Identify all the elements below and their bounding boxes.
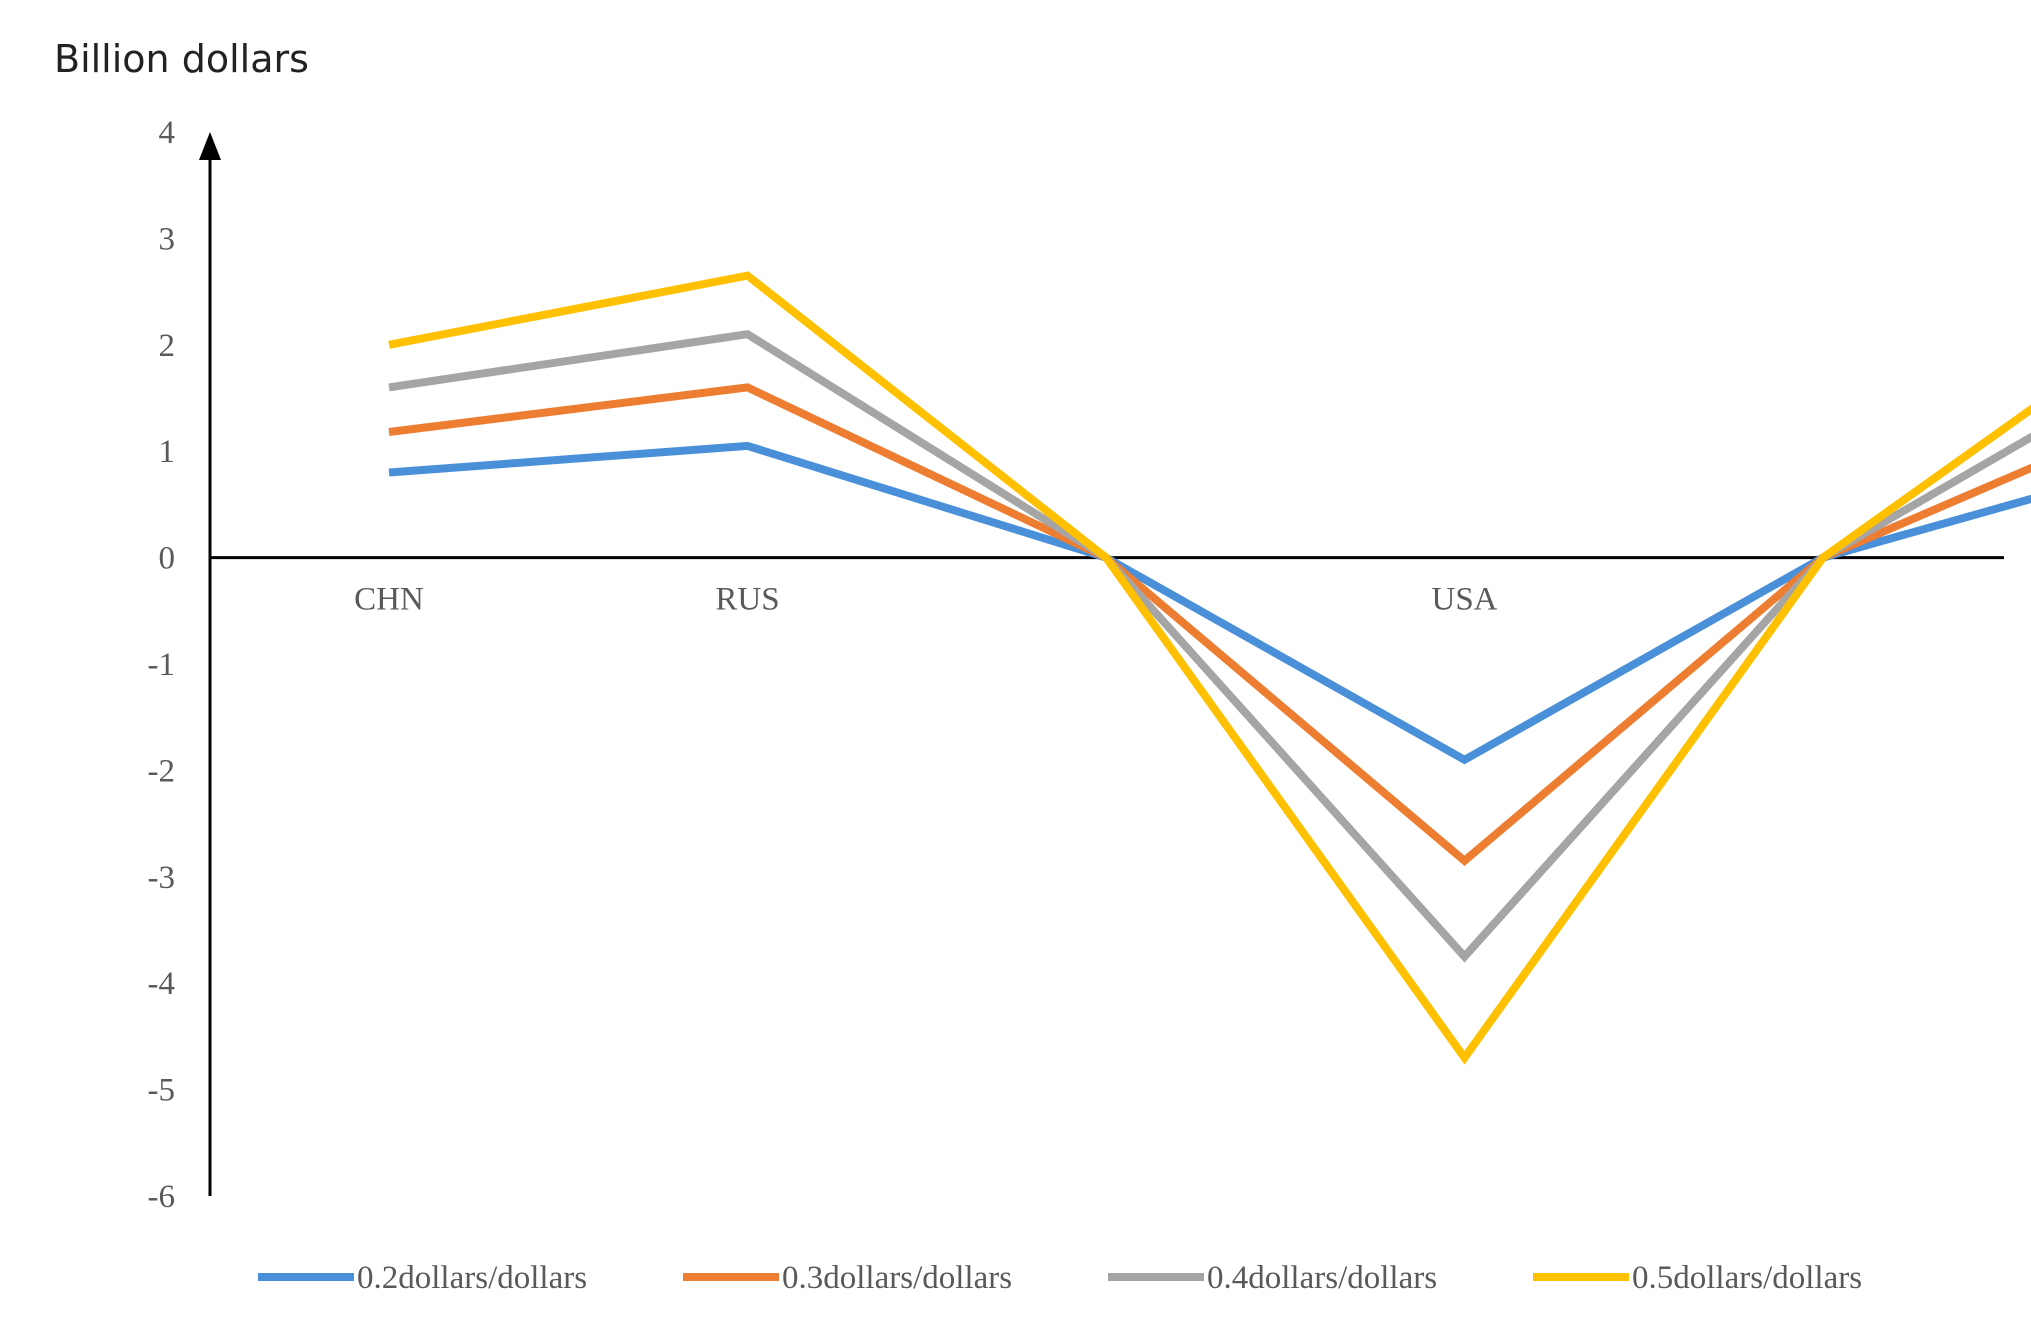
y-tick-label: -5 [148, 1073, 176, 1109]
y-tick-label: -1 [148, 647, 176, 683]
y-axis-label: Billion dollars [54, 37, 309, 81]
legend-label: 0.5dollars/dollars [1632, 1260, 1862, 1296]
axes [199, 132, 2004, 1196]
y-tick-label: -2 [148, 753, 176, 789]
category-label: RUS [715, 582, 779, 618]
y-tick-labels: 4 3 2 1 0 -1 -2 -3 -4 -5 -6 [148, 115, 176, 1215]
series-line [388, 441, 2031, 765]
y-tick-label: 4 [159, 115, 176, 151]
y-tick-label: 1 [159, 434, 176, 470]
legend-label: 0.3dollars/dollars [782, 1260, 1012, 1296]
y-tick-label: -3 [148, 860, 176, 896]
y-axis-arrowhead [199, 132, 221, 160]
legend: 0.2dollars/dollars 0.3dollars/dollars 0.4d… [258, 1260, 1862, 1296]
legend-label: 0.2dollars/dollars [357, 1260, 587, 1296]
series-line [388, 330, 2031, 963]
y-tick-label: 0 [159, 541, 176, 577]
y-tick-label: -6 [148, 1179, 176, 1215]
legend-label: 0.4dollars/dollars [1207, 1260, 1437, 1296]
category-labels: CHNRUSUSAEUROW [354, 582, 1498, 618]
y-tick-label: 2 [159, 328, 176, 364]
category-label: USA [1431, 582, 1497, 618]
y-tick-label: 3 [159, 221, 176, 257]
series-line [388, 383, 2031, 867]
category-label: CHN [354, 582, 424, 618]
series-lines [388, 271, 2031, 1065]
y-tick-label: -4 [148, 966, 176, 1002]
series-line [388, 271, 2031, 1065]
